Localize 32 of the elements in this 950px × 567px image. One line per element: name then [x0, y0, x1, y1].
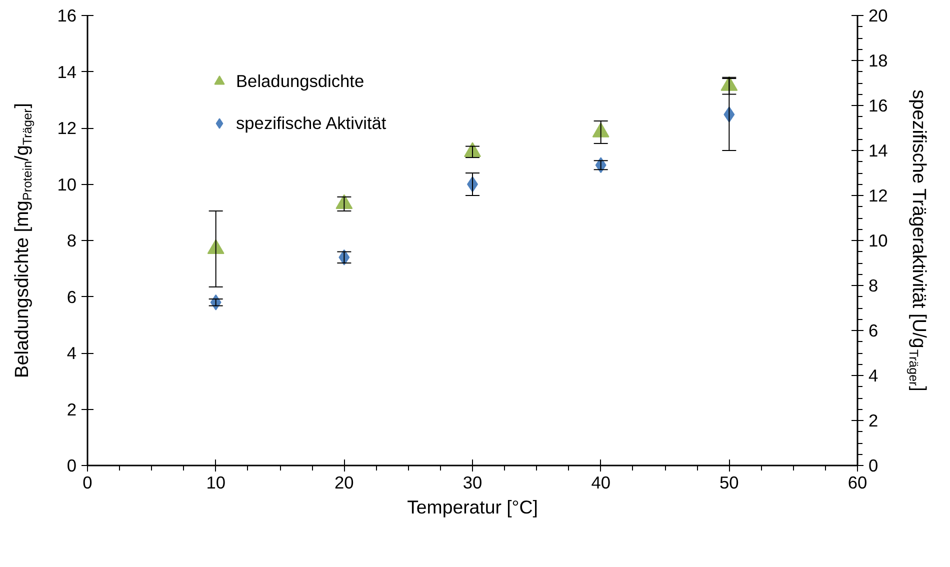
x-tick-label: 10 [206, 472, 226, 492]
y-tick-label: 10 [57, 174, 77, 194]
x-tick-label: 40 [591, 472, 610, 492]
y-tick-label: 16 [57, 6, 77, 26]
y2-tick-label: 10 [868, 230, 888, 250]
y2-tick-label: 4 [868, 366, 878, 386]
y2-tick-label: 8 [868, 276, 878, 296]
y2-tick-label: 20 [868, 6, 888, 26]
y-tick-label: 0 [66, 456, 77, 476]
y2-tick-label: 14 [868, 140, 888, 160]
y-tick-label: 8 [66, 230, 77, 250]
x-tick-label: 60 [848, 472, 868, 492]
y-tick-label: 14 [57, 62, 77, 82]
legend-label: spezifische Aktivität [236, 112, 386, 134]
y-tick-label: 12 [57, 118, 77, 138]
x-tick-label: 30 [462, 472, 482, 492]
y2-tick-label: 2 [868, 410, 878, 430]
y2-tick-label: 18 [868, 50, 888, 70]
y-tick-label: 6 [66, 286, 77, 307]
y-axis-title: Beladungsdichte [mgProtein/gTräger] [12, 103, 34, 378]
x-tick-label: 50 [720, 472, 739, 492]
x-tick-label: 0 [82, 472, 92, 492]
y2-tick-label: 0 [868, 456, 878, 476]
y2-tick-label: 6 [868, 320, 878, 340]
y-tick-label: 2 [66, 399, 77, 420]
legend-label: Beladungsdichte [236, 70, 364, 92]
y-tick-label: 4 [66, 343, 77, 363]
x-tick-label: 20 [334, 472, 354, 492]
y2-tick-label: 16 [868, 96, 888, 116]
y2-axis-title: spezifische Trägeraktivität [U/gTräger] [906, 90, 929, 392]
y2-tick-label: 12 [868, 186, 888, 206]
x-axis-title: Temperatur [°C] [407, 496, 538, 518]
